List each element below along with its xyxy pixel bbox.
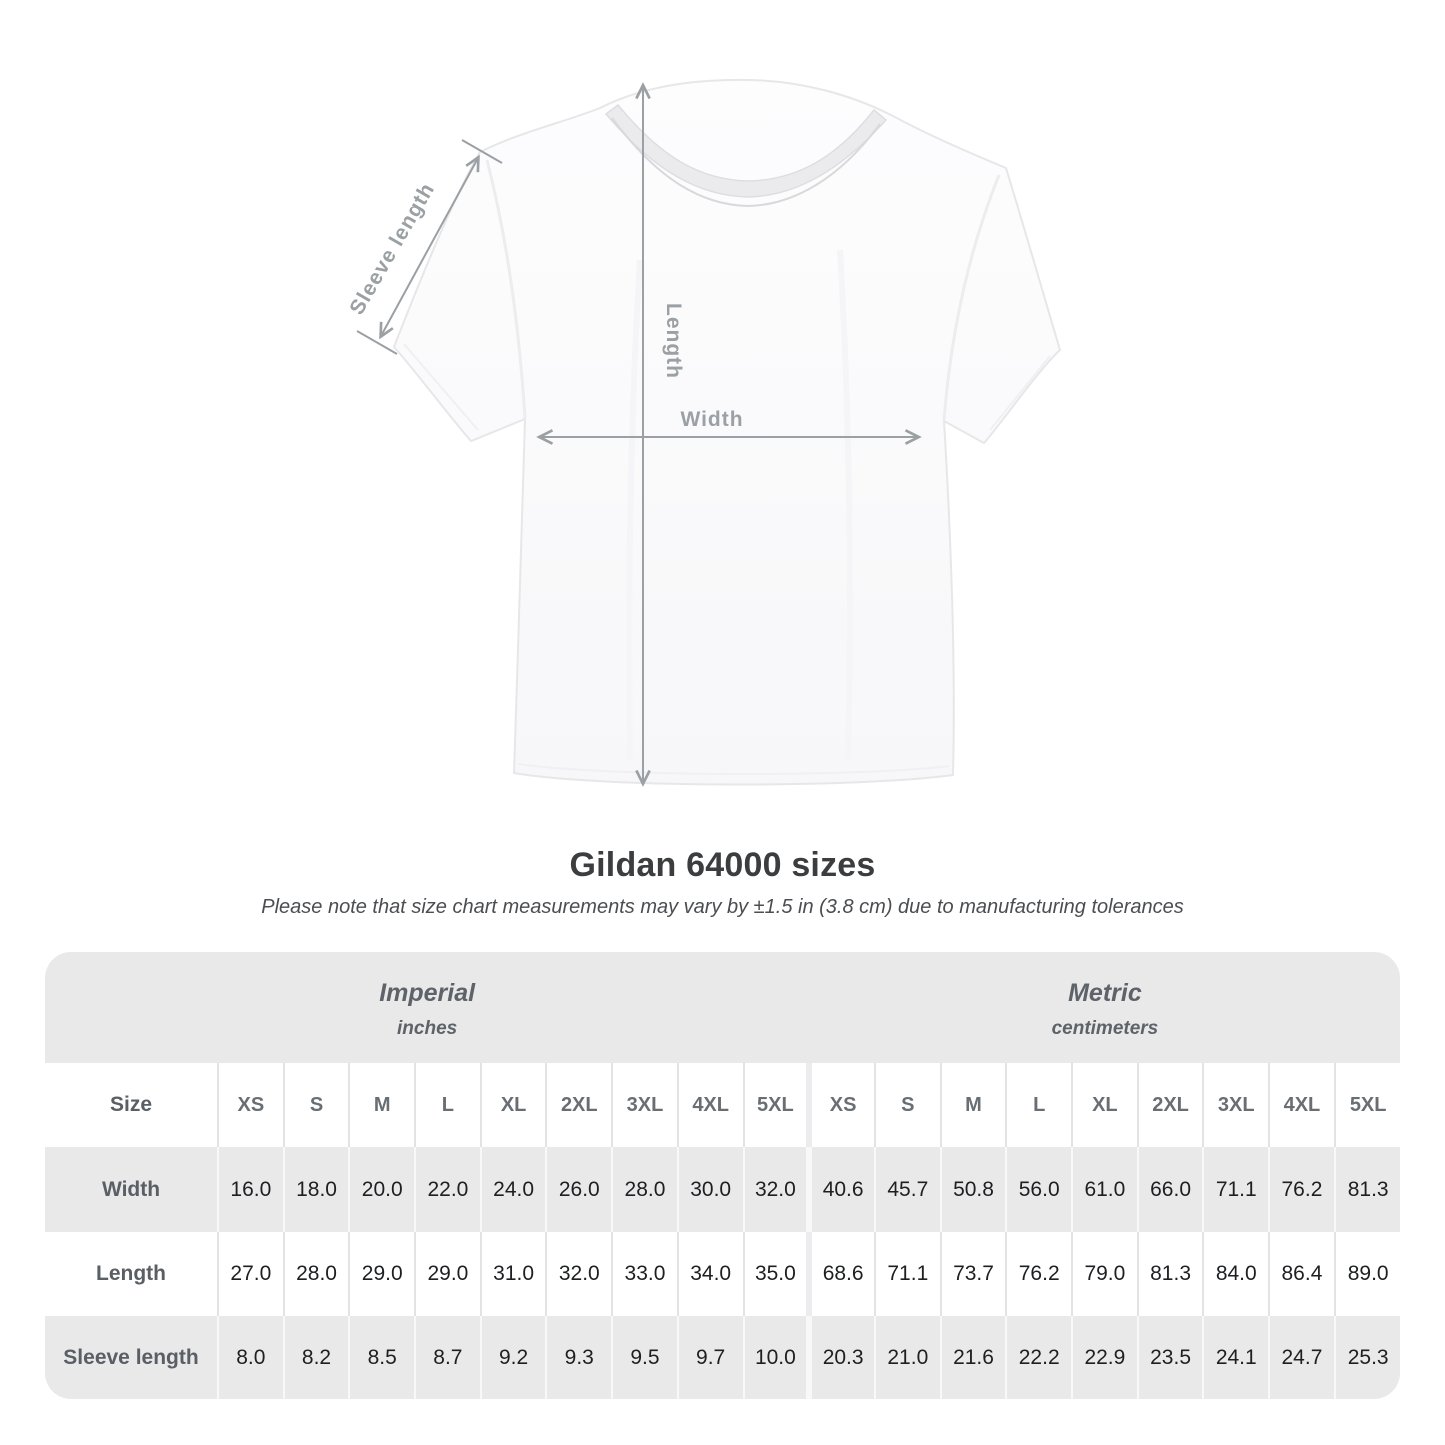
measurement-cell: 45.7 bbox=[873, 1147, 941, 1232]
measurement-cell: 16.0 bbox=[217, 1147, 284, 1232]
measurement-cell: 34.0 bbox=[676, 1232, 744, 1316]
width-label: Width bbox=[680, 408, 743, 431]
size-header: S bbox=[282, 1063, 350, 1147]
measurement-cell: 10.0 bbox=[742, 1316, 810, 1399]
size-column-label: Size bbox=[45, 1063, 218, 1147]
measurement-cell: 86.4 bbox=[1268, 1232, 1335, 1316]
measurement-cell: 24.0 bbox=[479, 1147, 547, 1232]
measurement-cell: 8.0 bbox=[217, 1316, 284, 1399]
row-width: Width 16.0 18.0 20.0 22.0 24.0 26.0 28.0… bbox=[45, 1147, 1400, 1232]
measurement-cell: 79.0 bbox=[1071, 1232, 1138, 1316]
measurement-cell: 21.0 bbox=[873, 1316, 941, 1399]
sleeve-length-arrow bbox=[379, 154, 480, 340]
measurement-cell: 27.0 bbox=[217, 1232, 284, 1316]
unit-header-row: Imperial inches Metric centimeters bbox=[45, 952, 1400, 1063]
measurement-cell: 68.6 bbox=[806, 1232, 875, 1316]
size-header-row: Size XS S M L XL 2XL 3XL 4XL 5XL XS S M … bbox=[45, 1063, 1400, 1147]
measurement-cell: 20.3 bbox=[806, 1316, 875, 1399]
imperial-unit: inches bbox=[397, 1018, 458, 1039]
measurement-cell: 84.0 bbox=[1202, 1232, 1270, 1316]
size-header: L bbox=[414, 1063, 481, 1147]
length-label: Length bbox=[662, 303, 685, 379]
measurement-cell: 26.0 bbox=[545, 1147, 613, 1232]
size-header: XL bbox=[1071, 1063, 1138, 1147]
size-header: M bbox=[939, 1063, 1007, 1147]
size-header: 5XL bbox=[1333, 1063, 1400, 1147]
sleeve-tick-bottom bbox=[356, 330, 398, 355]
size-header: XS bbox=[217, 1063, 284, 1147]
size-header: L bbox=[1005, 1063, 1073, 1147]
measurement-cell: 8.2 bbox=[282, 1316, 350, 1399]
measurement-cell: 21.6 bbox=[939, 1316, 1007, 1399]
measurement-cell: 29.0 bbox=[348, 1232, 416, 1316]
page-title: Gildan 64000 sizes bbox=[569, 846, 876, 884]
measurement-cell: 23.5 bbox=[1136, 1316, 1204, 1399]
measurement-cell: 22.0 bbox=[414, 1147, 481, 1232]
measurement-cell: 76.2 bbox=[1005, 1232, 1073, 1316]
size-header: 5XL bbox=[742, 1063, 810, 1147]
measurement-cell: 35.0 bbox=[742, 1232, 810, 1316]
size-header: 2XL bbox=[545, 1063, 613, 1147]
size-header: XL bbox=[479, 1063, 547, 1147]
measurement-cell: 8.5 bbox=[348, 1316, 416, 1399]
metric-unit: centimeters bbox=[1051, 1018, 1159, 1039]
size-header: 4XL bbox=[1268, 1063, 1335, 1147]
measurement-cell: 22.2 bbox=[1005, 1316, 1073, 1399]
size-header: 3XL bbox=[1202, 1063, 1270, 1147]
measurement-cell: 9.5 bbox=[611, 1316, 678, 1399]
row-label: Length bbox=[45, 1232, 218, 1316]
row-label: Sleeve length bbox=[45, 1316, 218, 1399]
size-header: 4XL bbox=[676, 1063, 744, 1147]
measurement-arrows bbox=[356, 82, 922, 787]
size-header: M bbox=[348, 1063, 416, 1147]
measurement-cell: 20.0 bbox=[348, 1147, 416, 1232]
size-table: Imperial inches Metric centimeters Size … bbox=[45, 952, 1400, 1399]
tshirt-measurement-diagram: Sleeve length Length Width bbox=[345, 78, 1062, 787]
measurement-cell: 8.7 bbox=[414, 1316, 481, 1399]
measurement-cell: 76.2 bbox=[1268, 1147, 1335, 1232]
row-label: Width bbox=[45, 1147, 218, 1232]
measurement-cell: 50.8 bbox=[939, 1147, 1007, 1232]
imperial-header: Imperial inches bbox=[45, 952, 810, 1063]
measurement-cell: 31.0 bbox=[479, 1232, 547, 1316]
measurement-cell: 71.1 bbox=[873, 1232, 941, 1316]
measurement-cell: 29.0 bbox=[414, 1232, 481, 1316]
measurement-cell: 66.0 bbox=[1136, 1147, 1204, 1232]
measurement-cell: 28.0 bbox=[282, 1232, 350, 1316]
row-sleeve-length: Sleeve length 8.0 8.2 8.5 8.7 9.2 9.3 9.… bbox=[45, 1316, 1400, 1399]
measurement-cell: 9.3 bbox=[545, 1316, 613, 1399]
measurement-cell: 81.3 bbox=[1333, 1147, 1400, 1232]
measurement-cell: 89.0 bbox=[1333, 1232, 1400, 1316]
measurement-cell: 81.3 bbox=[1136, 1232, 1204, 1316]
measurement-cell: 9.2 bbox=[479, 1316, 547, 1399]
size-header: 2XL bbox=[1136, 1063, 1204, 1147]
measurement-cell: 32.0 bbox=[742, 1147, 810, 1232]
measurement-cell: 18.0 bbox=[282, 1147, 350, 1232]
measurement-cell: 40.6 bbox=[806, 1147, 875, 1232]
measurement-cell: 24.7 bbox=[1268, 1316, 1335, 1399]
sleeve-tick-top bbox=[461, 139, 503, 164]
measurement-cell: 28.0 bbox=[611, 1147, 678, 1232]
measurement-cell: 56.0 bbox=[1005, 1147, 1073, 1232]
imperial-title: Imperial bbox=[379, 979, 476, 1007]
measurement-cell: 33.0 bbox=[611, 1232, 678, 1316]
row-length: Length 27.0 28.0 29.0 29.0 31.0 32.0 33.… bbox=[45, 1232, 1400, 1316]
size-header: S bbox=[873, 1063, 941, 1147]
measurement-cell: 22.9 bbox=[1071, 1316, 1138, 1399]
tshirt-image bbox=[392, 78, 1062, 786]
tolerance-note: Please note that size chart measurements… bbox=[261, 896, 1184, 918]
measurement-cell: 25.3 bbox=[1333, 1316, 1400, 1399]
measurement-cell: 61.0 bbox=[1071, 1147, 1138, 1232]
size-header: 3XL bbox=[611, 1063, 678, 1147]
measurement-cell: 71.1 bbox=[1202, 1147, 1270, 1232]
size-header: XS bbox=[806, 1063, 875, 1147]
measurement-cell: 30.0 bbox=[676, 1147, 744, 1232]
measurement-cell: 9.7 bbox=[676, 1316, 744, 1399]
measurement-cell: 73.7 bbox=[939, 1232, 1007, 1316]
measurement-cell: 24.1 bbox=[1202, 1316, 1270, 1399]
measurement-cell: 32.0 bbox=[545, 1232, 613, 1316]
metric-header: Metric centimeters bbox=[809, 952, 1400, 1063]
metric-title: Metric bbox=[1068, 979, 1142, 1007]
